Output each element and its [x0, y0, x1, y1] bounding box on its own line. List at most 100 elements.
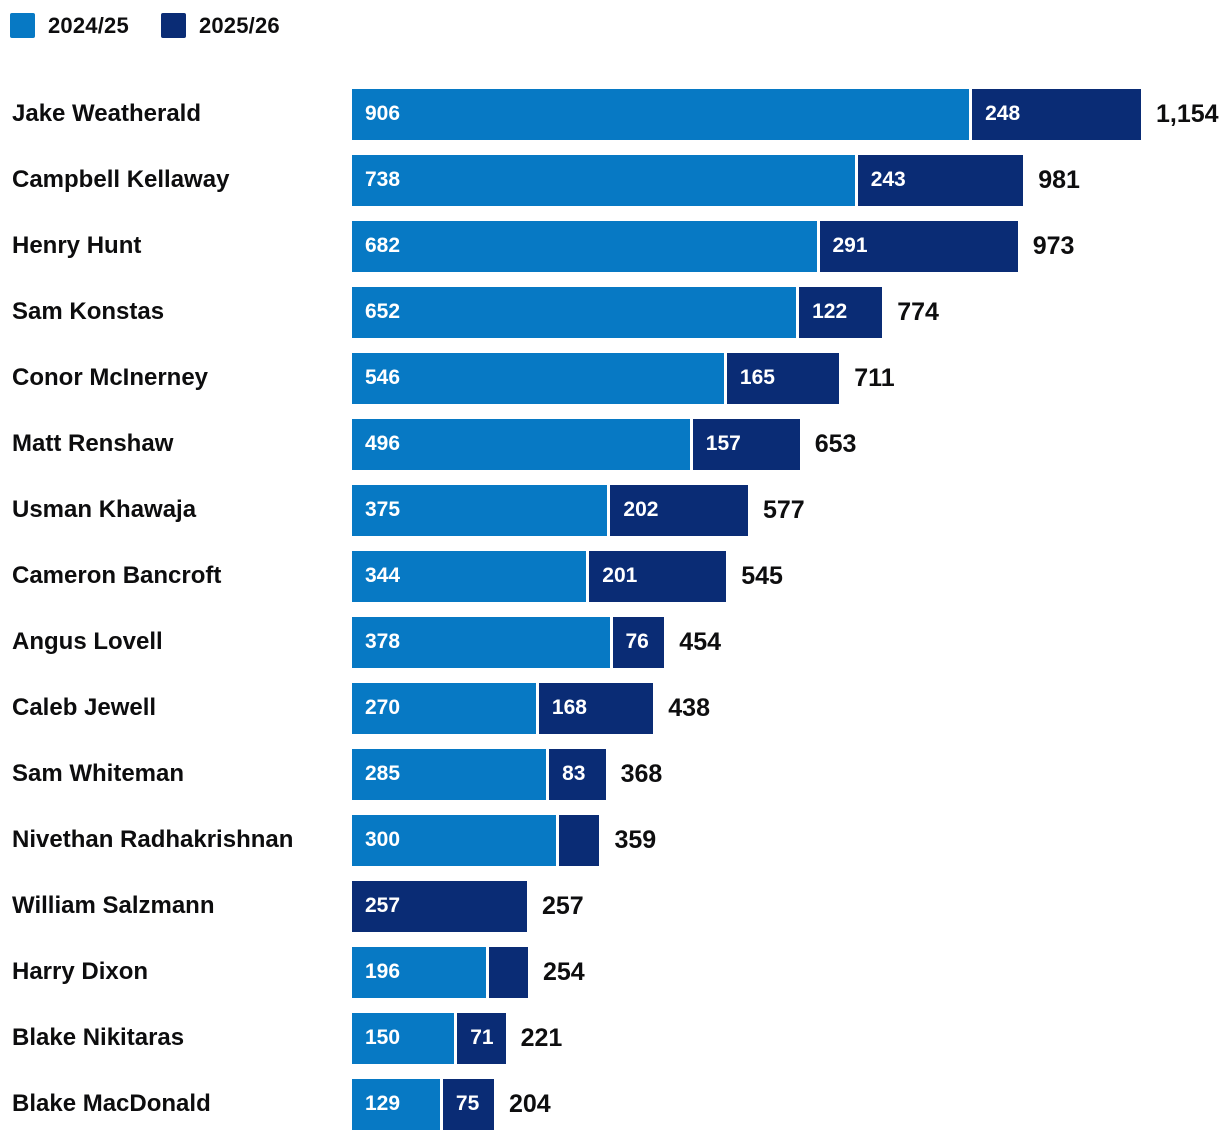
player-row: Conor McInerney 546 165 711 — [0, 345, 1220, 411]
bar-segment-2024-25: 682 — [352, 220, 817, 272]
bar-value-label: 738 — [365, 168, 401, 191]
player-row: Henry Hunt 682 291 973 — [0, 213, 1220, 279]
bar-value-label: 300 — [365, 828, 401, 851]
bar-track: 546 165 — [352, 352, 840, 404]
player-row: Sam Konstas 652 122 774 — [0, 279, 1220, 345]
bar-segment-2024-25: 738 — [352, 154, 855, 206]
player-name: William Salzmann — [12, 892, 215, 919]
player-name: Campbell Kellaway — [12, 166, 230, 193]
bar-segment-2025-26: 248 — [972, 88, 1141, 140]
bar-segment-2025-26: 157 — [692, 418, 800, 470]
player-row: Blake MacDonald 129 75 204 — [0, 1071, 1220, 1137]
bar-segment-2025-26: 71 — [457, 1012, 506, 1064]
bar-segment-2025-26: 83 — [549, 748, 606, 800]
bar-value-label: 291 — [832, 234, 868, 257]
player-name: Usman Khawaja — [12, 496, 197, 523]
bar-segment-2025-26: 122 — [799, 286, 883, 338]
bar-track: 906 248 — [352, 88, 1141, 140]
bar-value-label: 378 — [365, 630, 401, 653]
total-label: 454 — [679, 627, 722, 656]
legend-label-2024-25: 2024/25 — [48, 12, 129, 38]
legend-label-2025-26: 2025/26 — [198, 12, 280, 38]
total-label: 359 — [614, 825, 657, 854]
bar-segment-2024-25: 378 — [352, 616, 610, 668]
bar-segment-2025-26: 75 — [442, 1078, 494, 1130]
player-name: Caleb Jewell — [12, 694, 157, 721]
bar-segment-2025-26: 76 — [612, 616, 665, 668]
bar-segment-2025-26: 201 — [589, 550, 727, 602]
bar-value-label: 122 — [812, 300, 848, 323]
bar-track: 496 157 — [352, 418, 800, 470]
legend-item-2025-26: 2025/26 — [160, 12, 280, 39]
player-row: Matt Renshaw 496 157 653 — [0, 411, 1220, 477]
bar-segment-2025-26: 291 — [819, 220, 1018, 272]
bar-value-label: 157 — [705, 432, 741, 455]
total-label: 438 — [668, 693, 710, 722]
player-name: Nivethan Radhakrishnan — [12, 826, 294, 853]
player-row: Nivethan Radhakrishnan 300 359 — [0, 807, 1220, 873]
bar-value-label: 285 — [365, 762, 401, 785]
legend-swatch-2025-26-icon — [160, 13, 186, 38]
player-name: Conor McInerney — [12, 364, 209, 391]
bar-segment-2024-25: 300 — [352, 814, 557, 866]
bar-segment-2024-25: 546 — [352, 352, 724, 404]
player-name: Blake Nikitaras — [12, 1024, 185, 1051]
bar-value-label: 76 — [625, 630, 649, 653]
player-name: Cameron Bancroft — [12, 562, 222, 589]
bar-track: 129 75 — [352, 1078, 494, 1130]
bar-segment-2025-26: 243 — [857, 154, 1024, 206]
bar-value-label: 71 — [470, 1026, 494, 1049]
player-name: Jake Weatherald — [12, 100, 201, 127]
total-label: 204 — [508, 1089, 551, 1118]
bar-track: 344 201 — [352, 550, 727, 602]
bar-track: 285 83 — [352, 748, 606, 800]
bar-track: 375 202 — [352, 484, 748, 536]
bar-track: 300 — [352, 814, 600, 866]
player-row: William Salzmann 257 257 — [0, 873, 1220, 939]
bar-value-label: 248 — [985, 102, 1021, 125]
bar-track: 652 122 — [352, 286, 883, 338]
bar-value-label: 75 — [455, 1092, 480, 1115]
bar-segment-2024-25: 652 — [352, 286, 797, 338]
legend-swatch-2024-25-icon — [10, 13, 35, 38]
total-label: 577 — [762, 495, 805, 524]
bar-segment-2024-25: 150 — [352, 1012, 455, 1064]
bar-value-label: 150 — [365, 1026, 401, 1049]
player-row: Harry Dixon 196 254 — [0, 939, 1220, 1005]
bar-value-label: 344 — [365, 564, 401, 587]
total-label: 774 — [897, 297, 939, 326]
player-row: Blake Nikitaras 150 71 221 — [0, 1005, 1220, 1071]
total-label: 973 — [1032, 231, 1075, 260]
total-label: 711 — [854, 363, 895, 392]
bar-value-label: 83 — [562, 762, 586, 785]
total-label: 653 — [814, 429, 857, 458]
bar-track: 196 — [352, 946, 528, 998]
bar-value-label: 375 — [365, 498, 401, 521]
player-row: Angus Lovell 378 76 454 — [0, 609, 1220, 675]
total-label: 221 — [520, 1023, 563, 1052]
total-label: 981 — [1038, 165, 1080, 194]
total-label: 545 — [741, 561, 783, 590]
player-row: Campbell Kellaway 738 243 981 — [0, 147, 1220, 213]
bar-value-label: 196 — [365, 960, 401, 983]
bar-value-label: 165 — [739, 366, 775, 389]
bars-list: Jake Weatherald 906 248 1,154 Campbell Kella… — [0, 81, 1220, 1137]
bar-segment-2024-25: 496 — [352, 418, 690, 470]
total-label: 254 — [543, 957, 585, 986]
player-name: Matt Renshaw — [12, 430, 174, 457]
player-name: Blake MacDonald — [12, 1090, 211, 1117]
legend-item-2024-25: 2024/25 — [10, 13, 129, 39]
bar-segment-2025-26 — [559, 814, 600, 866]
bar-segment-2024-25: 196 — [352, 946, 486, 998]
bar-segment-2025-26: 257 — [352, 880, 527, 932]
bar-track: 257 — [352, 880, 527, 932]
bar-track: 270 168 — [352, 682, 654, 734]
bar-segment-2025-26 — [488, 946, 528, 998]
bar-value-label: 496 — [365, 432, 401, 455]
player-row: Cameron Bancroft 344 201 545 — [0, 543, 1220, 609]
player-row: Sam Whiteman 285 83 368 — [0, 741, 1220, 807]
bar-value-label: 129 — [365, 1092, 401, 1115]
bar-segment-2024-25: 270 — [352, 682, 536, 734]
bar-value-label: 243 — [870, 168, 906, 191]
